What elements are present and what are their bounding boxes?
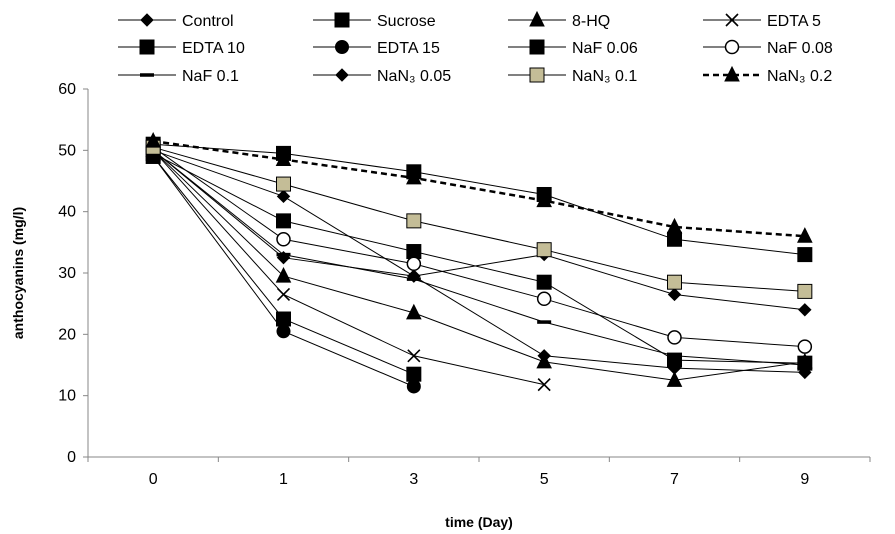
data-point-edta-5 (276, 287, 291, 302)
data-point-nan-0-1 (797, 283, 813, 299)
data-point-naf-0-08 (536, 291, 552, 307)
x-tick-label: 5 (540, 471, 549, 488)
y-tick-label: 30 (58, 265, 76, 282)
legend-label-control: Control (182, 13, 234, 30)
legend-marker-edta-10 (139, 39, 155, 55)
x-tick-label: 3 (409, 471, 418, 488)
data-point-edta-5 (537, 378, 551, 392)
legend-marker-control (140, 13, 154, 27)
series-line-naf-0-1 (152, 149, 805, 366)
legend-marker-sucrose (334, 12, 350, 28)
y-tick-label: 60 (58, 81, 76, 98)
axes (83, 88, 871, 462)
data-point-naf-0-1 (537, 320, 552, 324)
data-point-8-hq (406, 303, 422, 320)
data-point-naf-0-1 (667, 354, 682, 358)
data-point-sucrose (536, 274, 552, 290)
legend-label-nan-0-05: NaN₃ 0.05 (377, 68, 451, 85)
series-line-nan-0-2 (153, 139, 805, 238)
data-point-nan-0-2 (406, 168, 422, 185)
data-point-edta-10 (406, 366, 422, 382)
series-line-8-hq (152, 149, 805, 381)
legend-label-naf-0-08: NaF 0.08 (767, 40, 833, 57)
legend-marker-naf-0-1 (140, 73, 154, 77)
legend-label-edta-5: EDTA 5 (767, 13, 821, 30)
legend-label-nan-0-2: NaN₃ 0.2 (767, 68, 832, 85)
legend-marker-naf-0-08 (724, 39, 740, 55)
data-point-edta-10 (276, 311, 291, 327)
data-point-naf-0-06 (667, 231, 682, 247)
series-line-nan-0-05 (152, 149, 805, 311)
data-point-sucrose (406, 244, 422, 260)
data-point-nan-0-05 (667, 287, 682, 302)
legend-label-8-hq: 8-HQ (572, 13, 610, 30)
series-line-edta-5 (152, 149, 545, 386)
data-point-naf-0-1 (797, 363, 812, 367)
data-point-sucrose (276, 213, 291, 229)
data-point-8-hq (275, 266, 292, 283)
data-point-nan-0-1 (667, 274, 682, 290)
series-line-sucrose (152, 152, 805, 364)
y-axis-title: anthocyanins (mg/l) (10, 207, 26, 339)
legend: Control Sucrose 8-HQ EDTA 5 EDTA 10 EDTA 15 Na… (118, 10, 833, 85)
data-point-nan-0-1 (406, 213, 422, 229)
legend-label-naf-0-06: NaF 0.06 (572, 40, 638, 57)
legend-label-edta-15: EDTA 15 (377, 40, 440, 57)
data-point-naf-0-08 (276, 232, 291, 247)
x-axis-title: time (Day) (445, 514, 513, 530)
data-point-edta-15 (276, 324, 291, 339)
data-point-nan-0-1 (536, 242, 552, 258)
data-point-nan-0-2 (666, 217, 683, 234)
data-point-nan-0-05 (407, 269, 421, 283)
data-point-nan-0-05 (276, 250, 291, 265)
legend-marker-nan-0-1 (529, 67, 545, 83)
legend-marker-edta-5 (725, 13, 739, 27)
data-point-edta-5 (407, 349, 421, 363)
legend-label-sucrose: Sucrose (377, 13, 436, 30)
data-point-control (276, 189, 291, 204)
legend-marker-naf-0-06 (529, 39, 545, 55)
y-tick-label: 10 (58, 388, 76, 405)
x-tick-label: 9 (800, 471, 809, 488)
data-point-naf-0-06 (797, 247, 813, 263)
tick-labels: 0 10 20 30 40 50 60 0 1 3 5 7 9 (58, 81, 809, 488)
legend-marker-edta-15 (335, 40, 349, 54)
data-point-nan-0-2 (797, 227, 813, 243)
x-tick-label: 1 (279, 471, 288, 488)
legend-label-edta-10: EDTA 10 (182, 40, 245, 57)
series-line-control (153, 149, 805, 373)
legend-marker-nan-0-2 (724, 65, 740, 82)
series-markers (145, 132, 813, 394)
x-tick-label: 0 (149, 471, 158, 488)
y-tick-label: 40 (58, 204, 76, 221)
series-line-naf-0-08 (152, 146, 805, 348)
legend-label-naf-0-1: NaF 0.1 (182, 68, 239, 85)
data-point-nan-0-2 (145, 132, 161, 148)
y-tick-label: 0 (67, 449, 76, 466)
x-tick-label: 7 (670, 471, 679, 488)
y-tick-label: 50 (58, 142, 76, 159)
legend-label-nan-0-1: NaN₃ 0.1 (572, 68, 637, 85)
data-point-nan-0-05 (798, 303, 812, 317)
series-line-nan-0-1 (153, 146, 805, 292)
data-point-nan-0-1 (276, 176, 291, 192)
data-point-naf-0-08 (797, 339, 813, 354)
series-lines (152, 139, 805, 387)
y-tick-label: 20 (58, 326, 76, 343)
data-point-8-hq (666, 371, 683, 387)
data-point-naf-0-08 (667, 330, 682, 345)
data-point-naf-0-08 (406, 256, 422, 272)
legend-marker-8-hq (529, 10, 545, 27)
legend-marker-nan-0-05 (335, 68, 349, 82)
series-line-naf-0-06 (153, 143, 805, 256)
data-point-nan-0-2 (275, 150, 292, 167)
data-point-edta-15 (406, 379, 421, 394)
data-point-nan-0-2 (536, 191, 552, 208)
data-point-8-hq (536, 352, 552, 369)
